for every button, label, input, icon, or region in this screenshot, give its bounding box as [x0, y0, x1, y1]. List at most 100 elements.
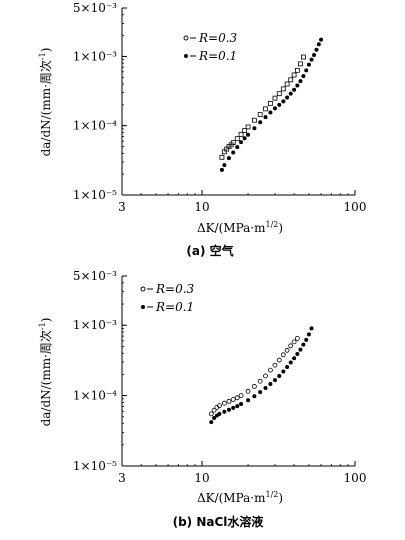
b-y-tick-label-0: 1×10⁻⁵ — [73, 459, 117, 473]
b-series-0-point — [294, 335, 300, 341]
b-series-1-point — [301, 342, 306, 347]
a-series-1-point — [319, 37, 324, 42]
b-series-1-point — [281, 369, 286, 374]
b-series-0-point — [245, 388, 251, 394]
b-series-1-point — [246, 398, 251, 403]
b-series-0-point — [226, 398, 232, 404]
a-series-0-point — [263, 106, 268, 112]
b-y-tick-label-3: 5×10⁻³ — [73, 269, 117, 283]
a-series-0-point — [242, 128, 248, 134]
panel-a-caption: (a) 空气 — [186, 243, 233, 258]
b-series-0-point — [263, 373, 268, 379]
a-series-0-point — [251, 117, 257, 123]
a-series-1-point — [277, 102, 282, 107]
panel-a-legend-r03-label: R=0.3 — [198, 31, 238, 45]
a-series-1-point — [239, 140, 244, 145]
b-series-0-point — [268, 367, 273, 373]
a-series-1-point — [226, 156, 231, 161]
b-series-1-point — [306, 332, 311, 337]
a-series-1-point — [263, 115, 268, 120]
a-series-1-point — [242, 136, 247, 141]
b-series-0-point — [272, 362, 278, 368]
panel-a-legend-r03-marker — [183, 35, 189, 41]
b-x-tick-label-0: 3 — [118, 471, 126, 485]
panel-a-y-label: da/dN/(mm·周次-1) — [38, 48, 53, 157]
a-series-0-point — [257, 112, 263, 117]
a-series-0-point — [284, 81, 290, 87]
a-series-1-point — [298, 79, 303, 84]
a-series-1-point — [258, 120, 263, 125]
panel-b-legend-r03-label: R=0.3 — [155, 282, 195, 296]
a-series-1-point — [295, 83, 300, 88]
a-series-1-point — [268, 110, 273, 115]
panel-a-marks — [219, 37, 324, 172]
panel-b-ticks: 3 10 100 1×10⁻⁵ 1×10⁻⁴ 1×10⁻³ 5×10⁻³ — [73, 269, 367, 485]
b-series-0-point — [217, 403, 222, 409]
b-series-1-point — [209, 420, 214, 425]
a-x-tick-label-0: 3 — [118, 200, 126, 214]
b-series-1-point — [272, 378, 277, 383]
panel-a-x-label: ΔK/(MPa·m1/2) — [197, 220, 283, 235]
a-series-0-point — [291, 72, 297, 78]
a-series-1-point — [222, 163, 227, 168]
b-series-1-point — [268, 382, 273, 387]
b-series-1-point — [292, 356, 297, 361]
a-series-0-point — [234, 136, 240, 142]
a-series-0-point — [280, 86, 286, 92]
a-y-tick-label-3: 5×10⁻³ — [73, 1, 117, 15]
b-series-1-point — [309, 326, 314, 331]
panel-b-legend-r03-marker — [140, 286, 146, 292]
b-series-1-point — [304, 337, 309, 342]
a-series-1-point — [316, 42, 321, 47]
panel-a-legend-r01-marker — [184, 54, 188, 58]
b-series-1-point — [258, 390, 263, 395]
a-series-1-point — [231, 150, 236, 155]
panel-b-y-label: da/dN/(mm·周次-1) — [38, 318, 53, 427]
b-series-1-point — [288, 360, 293, 365]
a-series-1-point — [288, 91, 293, 96]
b-x-tick-label-2: 100 — [344, 471, 367, 485]
b-series-0-point — [238, 393, 244, 399]
a-y-tick-label-2: 1×10⁻³ — [73, 49, 117, 63]
a-series-0-point — [294, 67, 300, 73]
a-series-0-point — [245, 124, 251, 130]
panel-b-caption: (b) NaCl水溶液 — [173, 514, 264, 529]
panel-b-chart: 3 10 100 1×10⁻⁵ 1×10⁻⁴ 1×10⁻³ 5×10⁻³ R=0.3 R=0… — [38, 269, 366, 529]
b-y-tick-label-1: 1×10⁻⁴ — [73, 389, 117, 403]
b-series-1-point — [222, 409, 227, 414]
a-y-tick-label-0: 1×10⁻⁵ — [73, 188, 117, 202]
b-series-1-point — [217, 411, 222, 416]
panel-b-marks — [208, 326, 314, 425]
b-series-0-point — [251, 384, 257, 389]
b-series-0-point — [234, 395, 240, 401]
a-series-1-point — [281, 99, 286, 104]
b-series-0-point — [280, 352, 286, 358]
a-series-1-point — [292, 87, 297, 92]
a-series-1-point — [301, 74, 306, 79]
b-series-1-point — [298, 347, 303, 352]
b-series-0-point — [230, 397, 236, 402]
b-series-1-point — [277, 373, 282, 378]
b-series-0-point — [257, 378, 263, 384]
panel-a-ticks: 3 10 100 1×10⁻⁵ 1×10⁻⁴ 1×10⁻³ 5×10⁻³ — [73, 1, 367, 214]
panel-a-legend: R=0.3 R=0.1 — [183, 31, 238, 63]
b-series-1-point — [252, 394, 257, 399]
panel-b-x-label: ΔK/(MPa·m1/2) — [197, 490, 283, 505]
a-series-0-point — [230, 140, 236, 146]
a-series-1-point — [272, 106, 277, 111]
b-x-tick-label-1: 10 — [194, 471, 209, 485]
b-series-0-point — [284, 347, 290, 353]
a-x-tick-label-2: 100 — [344, 200, 367, 214]
b-series-1-point — [231, 405, 236, 410]
a-series-0-point — [268, 100, 273, 106]
a-series-1-point — [246, 132, 251, 137]
b-series-0-point — [221, 400, 227, 406]
b-series-0-point — [276, 357, 282, 363]
a-series-1-point — [219, 167, 224, 172]
a-series-1-point — [285, 95, 290, 100]
a-series-1-point — [312, 52, 317, 57]
a-series-1-point — [306, 62, 311, 67]
a-series-0-point — [298, 61, 303, 67]
a-x-tick-label-1: 10 — [194, 200, 209, 214]
b-series-0-point — [288, 343, 294, 349]
